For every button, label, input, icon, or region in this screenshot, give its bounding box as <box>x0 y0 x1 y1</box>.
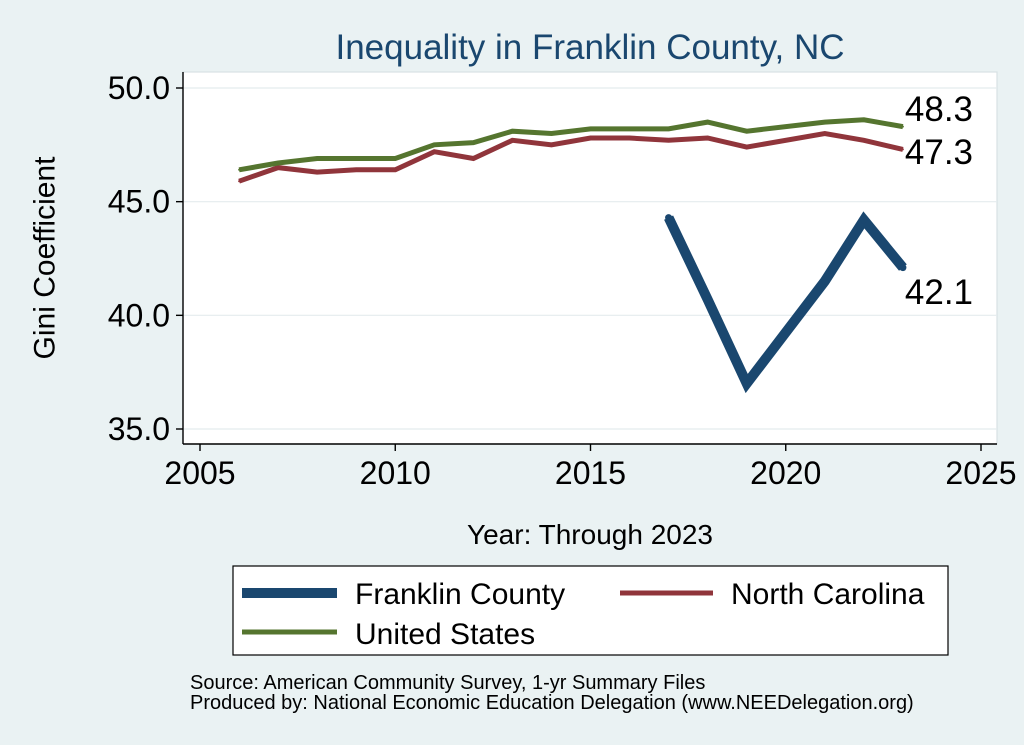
point-united-states-2016 <box>628 127 631 130</box>
point-north-carolina-2014 <box>550 143 553 146</box>
y-tick-label-35-0: 35.0 <box>108 411 170 447</box>
point-united-states-2009 <box>355 157 358 160</box>
point-north-carolina-2012 <box>472 157 475 160</box>
legend: Franklin County North Carolina United St… <box>232 565 949 656</box>
point-united-states-2011 <box>433 143 436 146</box>
end-label-north-carolina: 47.3 <box>905 133 973 172</box>
x-tick-label-2025: 2025 <box>945 455 1016 491</box>
point-united-states-2023 <box>901 125 904 128</box>
y-tick-label-40-0: 40.0 <box>108 297 170 333</box>
y-tick-label-45-0: 45.0 <box>108 184 170 220</box>
point-united-states-2018 <box>706 121 709 124</box>
point-united-states-2010 <box>394 157 397 160</box>
point-north-carolina-2011 <box>433 150 436 153</box>
point-franklin-county-2018 <box>704 295 712 303</box>
point-north-carolina-2016 <box>628 137 631 139</box>
point-united-states-2022 <box>862 118 865 121</box>
point-north-carolina-2018 <box>706 137 709 139</box>
x-tick-label-2020: 2020 <box>750 455 821 491</box>
legend-label-franklin-county: Franklin County <box>355 578 565 611</box>
end-label-franklin-county: 42.1 <box>905 273 973 312</box>
point-united-states-2019 <box>745 130 748 133</box>
point-united-states-2015 <box>589 127 592 130</box>
point-united-states-2014 <box>550 132 553 135</box>
point-franklin-county-2019 <box>743 380 751 387</box>
source-note: Source: American Community Survey, 1-yr … <box>190 672 705 694</box>
plot-area <box>182 71 998 445</box>
point-franklin-county-2022 <box>860 216 868 224</box>
series-lines <box>238 117 907 394</box>
point-north-carolina-2006 <box>238 180 241 183</box>
x-tick-label-2010: 2010 <box>360 455 431 491</box>
point-franklin-county-2017 <box>665 214 673 222</box>
point-north-carolina-2015 <box>589 137 592 139</box>
point-north-carolina-2007 <box>277 166 280 169</box>
point-north-carolina-2019 <box>745 146 748 149</box>
point-north-carolina-2009 <box>355 168 358 171</box>
point-north-carolina-2013 <box>511 139 514 142</box>
end-labels: 42.1 47.3 48.3 <box>905 90 973 312</box>
x-tick-label-2005: 2005 <box>164 455 235 491</box>
x-tick-label-2015: 2015 <box>555 455 626 491</box>
point-united-states-2017 <box>667 127 670 130</box>
point-united-states-2013 <box>511 130 514 133</box>
point-franklin-county-2023 <box>899 264 907 272</box>
legend-label-united-states: United States <box>355 618 535 651</box>
point-franklin-county-2021 <box>821 277 829 285</box>
point-united-states-2007 <box>277 162 280 164</box>
series-line-franklin-county <box>664 211 907 394</box>
producer-note: Produced by: National Economic Education… <box>190 692 914 714</box>
point-united-states-2008 <box>316 157 319 160</box>
y-tick-label-50-0: 50.0 <box>108 70 170 106</box>
x-axis-title: Year: Through 2023 <box>467 519 713 550</box>
point-north-carolina-2017 <box>667 139 670 142</box>
point-north-carolina-2023 <box>901 148 904 151</box>
point-united-states-2012 <box>472 141 475 144</box>
point-united-states-2021 <box>823 121 826 124</box>
point-north-carolina-2021 <box>823 132 826 135</box>
y-axis-title: Gini Coefficient <box>29 156 62 360</box>
axis-ticks: 35.0 40.0 45.0 50.0 2005 2010 2015 2020 2025 <box>108 70 1017 491</box>
point-north-carolina-2008 <box>316 171 319 174</box>
end-label-united-states: 48.3 <box>905 90 973 129</box>
point-north-carolina-2022 <box>862 139 865 142</box>
legend-label-north-carolina: North Carolina <box>731 578 925 611</box>
point-united-states-2006 <box>238 168 241 171</box>
legend-box <box>232 565 949 656</box>
point-north-carolina-2010 <box>394 168 397 171</box>
chart-title: Inequality in Franklin County, NC <box>335 28 844 67</box>
gridlines <box>183 87 997 430</box>
